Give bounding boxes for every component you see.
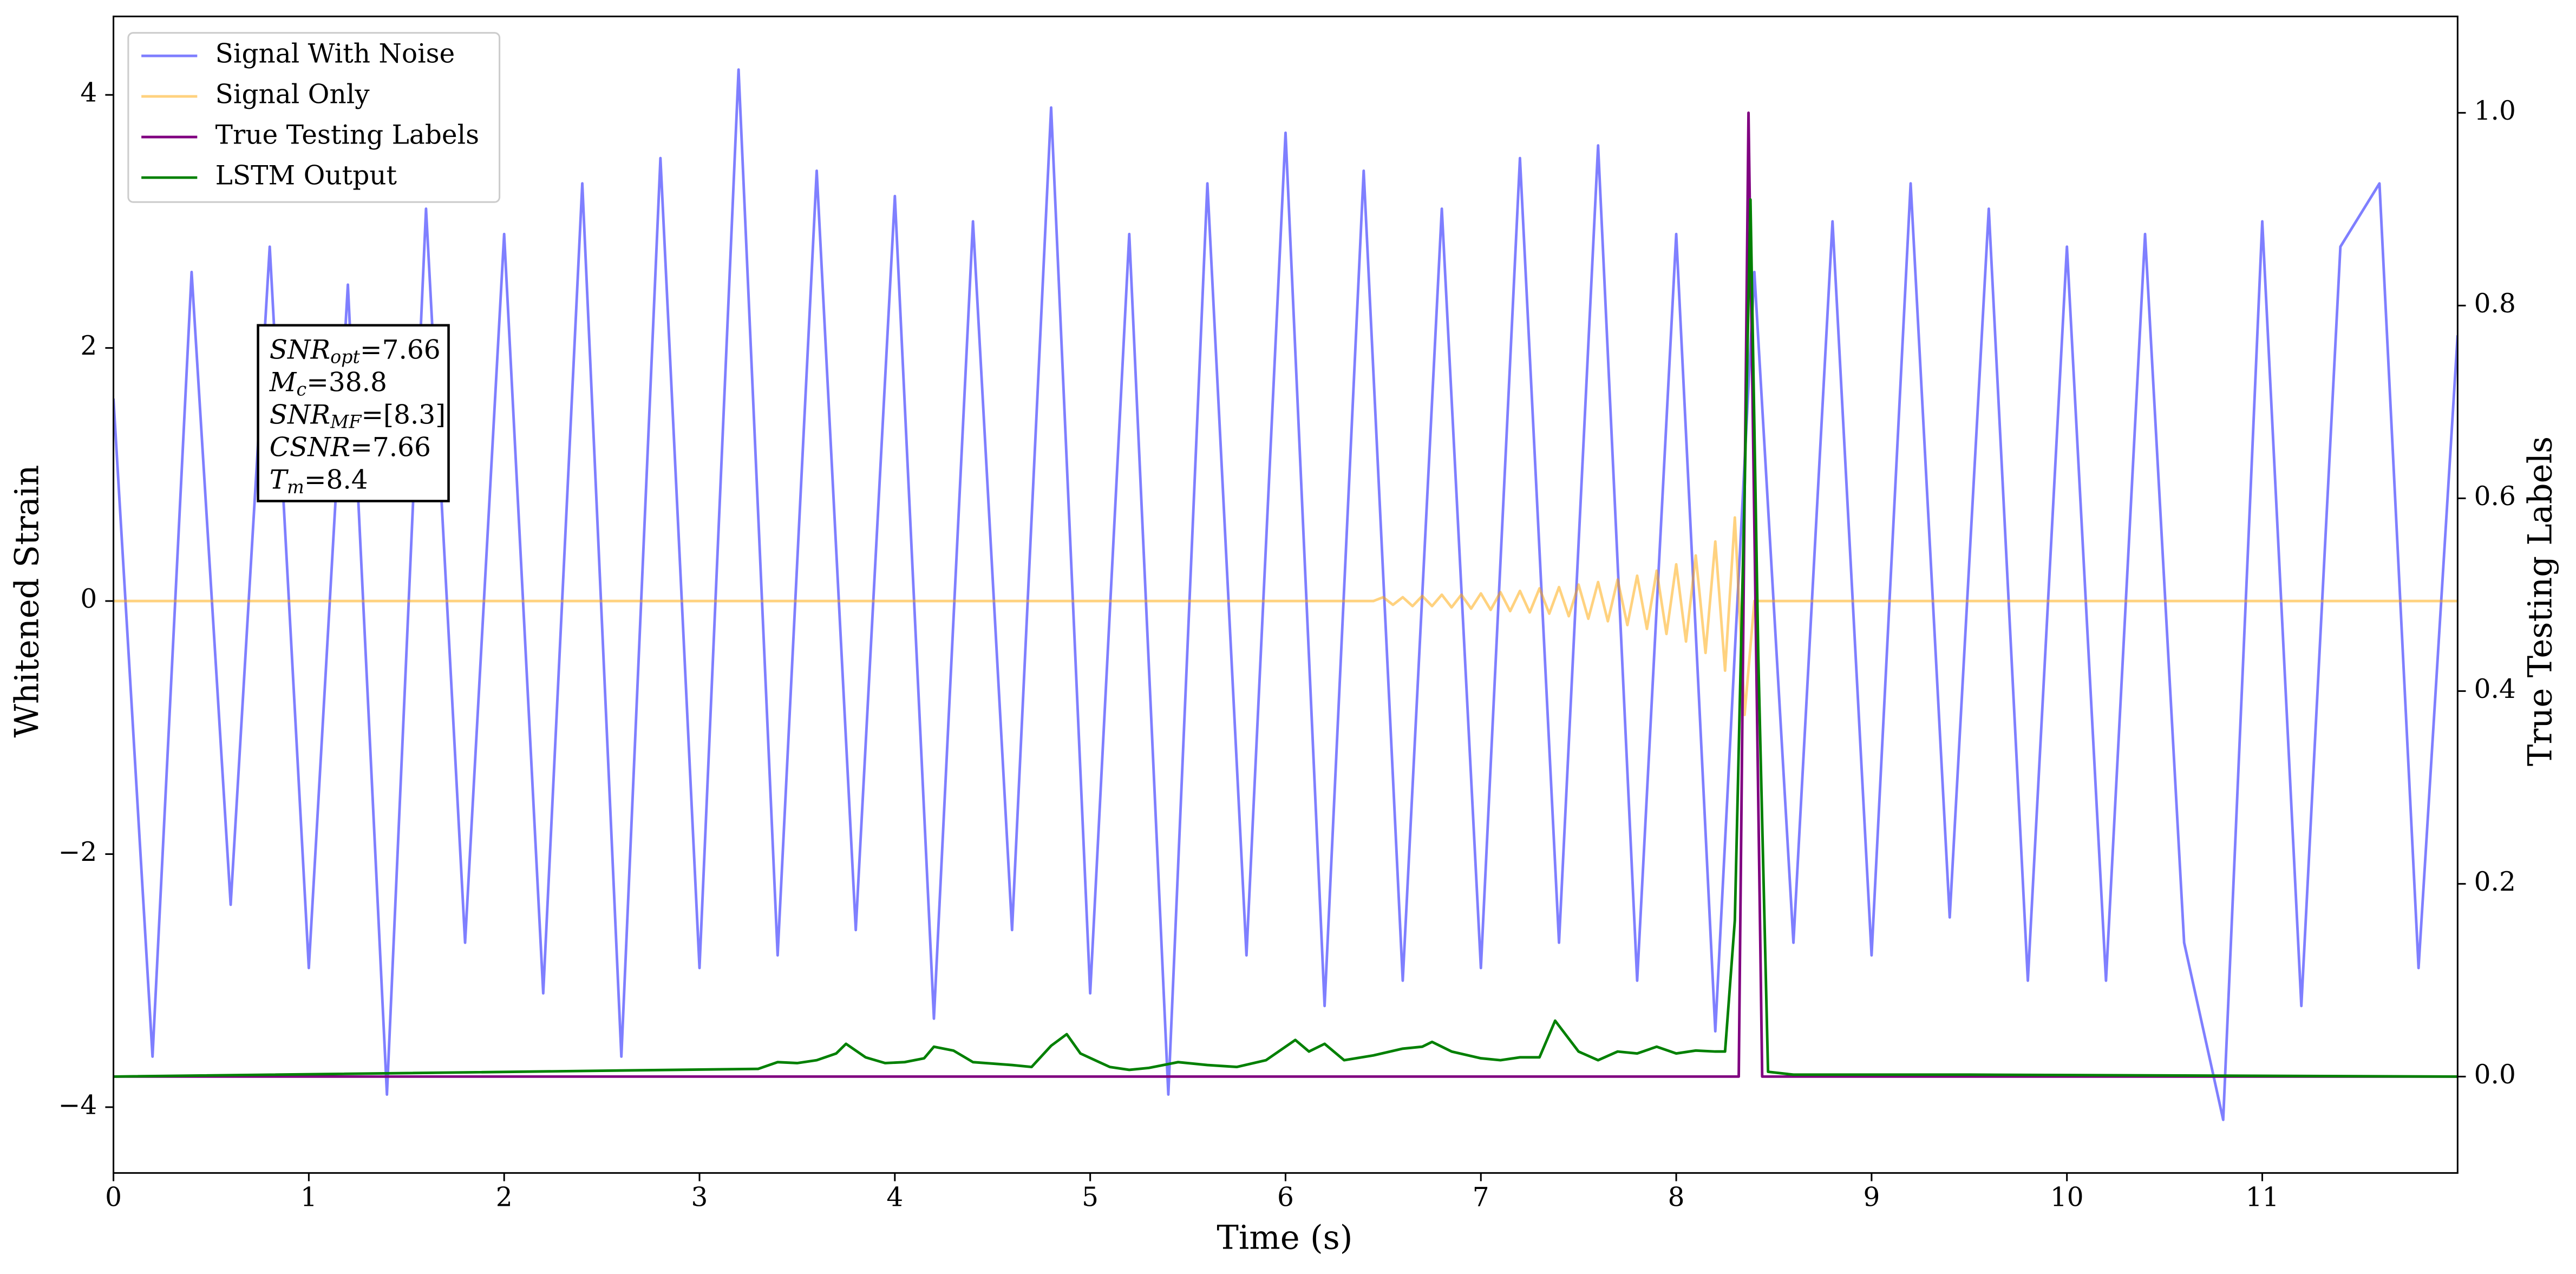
y2-tick-label: 0.2	[2474, 867, 2516, 897]
y-tick-label: 2	[80, 331, 97, 361]
annotation-subscript: opt	[330, 346, 360, 367]
x-tick-label: 5	[1082, 1182, 1099, 1212]
annotation-symbol: CSNR	[270, 432, 350, 462]
y2-axis-label: True Testing Labels	[2522, 436, 2560, 766]
annotation-subscript: c	[297, 379, 307, 400]
x-tick-label: 2	[496, 1182, 513, 1212]
legend-box	[127, 32, 501, 203]
annotation-line: Tm=8.4	[270, 465, 368, 498]
legend: Signal With Noise Signal Only True Testing…	[127, 32, 501, 203]
x-tick-label: 6	[1277, 1182, 1294, 1212]
y2-tick-label: 1.0	[2474, 96, 2516, 126]
annotation-box	[257, 324, 450, 502]
annotation-value: =38.8	[306, 367, 387, 397]
annotation-symbol: M	[269, 367, 297, 397]
series-line	[113, 111, 2458, 1078]
x-tick-label: 0	[105, 1182, 122, 1212]
x-tick-label: 9	[1863, 1182, 1880, 1212]
annotation-line: CSNR=7.66	[270, 432, 431, 462]
annotation: SNRopt=7.66Mc=38.8SNRMF=[8.3]CSNR=7.66Tm…	[257, 324, 450, 502]
series-line	[113, 198, 2458, 1078]
y2-tick-label: 0.4	[2474, 674, 2516, 704]
legend-label: True Testing Labels	[215, 120, 479, 151]
y2-tick-label: 0.6	[2474, 481, 2516, 512]
legend-label: LSTM Output	[215, 160, 397, 191]
series-line	[113, 68, 2458, 1121]
annotation-line: Mc=38.8	[269, 367, 387, 400]
annotation-subscript: m	[287, 476, 304, 498]
annotation-value: =[8.3]	[361, 400, 446, 430]
annotation-symbol: T	[270, 465, 289, 495]
annotation-subscript: MF	[330, 411, 362, 433]
legend-label: Signal Only	[215, 80, 370, 110]
annotation-value: =8.4	[304, 465, 368, 495]
x-axis-label: Time (s)	[1217, 1219, 1352, 1257]
y-tick-label: −4	[58, 1090, 97, 1120]
x-tick-label: 3	[691, 1182, 708, 1212]
plot-area	[113, 68, 2458, 1121]
annotation-value: =7.66	[350, 432, 431, 462]
legend-label: Signal With Noise	[215, 39, 455, 69]
y2-tick-label: 0.0	[2474, 1060, 2516, 1090]
annotation-value: =7.66	[360, 335, 441, 365]
y-axis-label: Whitened Strain	[8, 465, 46, 738]
annotation-line: SNRopt=7.66	[270, 335, 441, 368]
x-tick-label: 8	[1668, 1182, 1685, 1212]
x-tick-label: 1	[300, 1182, 317, 1212]
y-tick-label: −2	[58, 837, 97, 867]
x-tick-label: 10	[2050, 1182, 2084, 1212]
annotation-line: SNRMF=[8.3]	[270, 400, 446, 433]
annotation-symbol: SNR	[270, 400, 330, 430]
annotation-symbol: SNR	[270, 335, 330, 365]
x-tick-label: 4	[886, 1182, 903, 1212]
x-tick-label: 7	[1473, 1182, 1489, 1212]
y-tick-label: 4	[80, 78, 97, 108]
series-line	[113, 516, 2458, 716]
y2-tick-label: 0.8	[2474, 289, 2516, 319]
y-tick-label: 0	[80, 584, 97, 615]
x-tick-label: 11	[2246, 1182, 2279, 1212]
